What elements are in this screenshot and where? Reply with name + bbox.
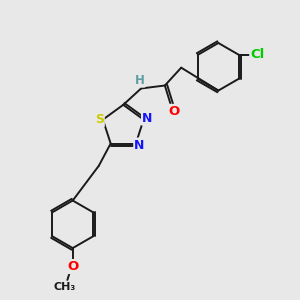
Text: O: O <box>168 105 179 118</box>
Text: CH₃: CH₃ <box>53 282 76 292</box>
Text: S: S <box>95 113 104 126</box>
Text: Cl: Cl <box>250 48 265 62</box>
Text: O: O <box>67 260 78 273</box>
Text: N: N <box>134 139 145 152</box>
Text: H: H <box>135 74 145 87</box>
Text: N: N <box>142 112 152 124</box>
